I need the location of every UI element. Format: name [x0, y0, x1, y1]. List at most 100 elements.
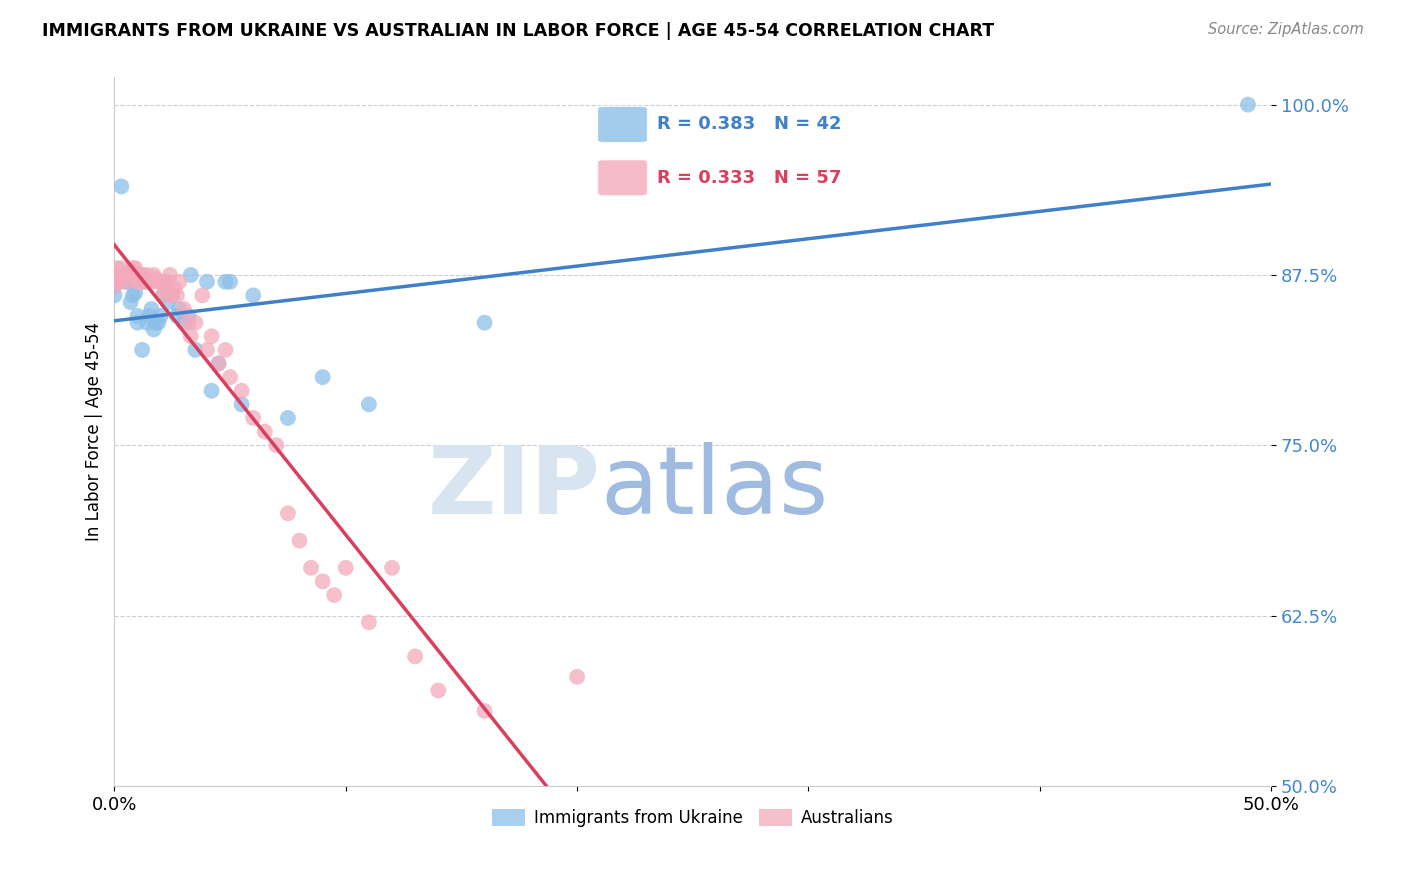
Point — [148, 316, 170, 330]
Point — [195, 275, 218, 289]
Point — [474, 316, 496, 330]
Point — [122, 261, 145, 276]
Point — [141, 301, 163, 316]
Point — [335, 561, 357, 575]
Point — [138, 275, 160, 289]
Point — [214, 343, 236, 357]
Point — [166, 309, 188, 323]
Point — [163, 282, 186, 296]
Point — [191, 288, 214, 302]
Point — [131, 268, 153, 282]
Point — [117, 268, 139, 282]
Point — [253, 425, 276, 439]
Point — [173, 301, 195, 316]
Point — [120, 295, 142, 310]
Point — [128, 268, 150, 282]
Point — [207, 357, 229, 371]
Point — [145, 272, 167, 286]
Point — [177, 316, 200, 330]
Point — [110, 179, 132, 194]
Point — [110, 261, 132, 276]
Point — [142, 268, 165, 282]
Point — [195, 343, 218, 357]
Point — [127, 309, 149, 323]
Point — [242, 288, 264, 302]
Point — [200, 329, 222, 343]
Point — [149, 275, 172, 289]
Point — [141, 275, 163, 289]
Point — [155, 282, 177, 296]
Point — [127, 316, 149, 330]
Point — [1237, 97, 1260, 112]
Point — [357, 615, 380, 630]
Point — [173, 316, 195, 330]
Point — [166, 288, 188, 302]
Point — [138, 309, 160, 323]
Point — [184, 316, 207, 330]
Point — [152, 288, 174, 302]
Point — [145, 316, 167, 330]
Point — [103, 278, 125, 293]
Point — [167, 301, 190, 316]
Point — [299, 561, 322, 575]
Point — [266, 438, 288, 452]
Point — [357, 397, 380, 411]
Point — [134, 275, 156, 289]
Point — [427, 683, 450, 698]
Point — [105, 261, 128, 276]
Point — [134, 275, 156, 289]
Point — [219, 370, 242, 384]
Point — [112, 268, 135, 282]
Point — [162, 288, 184, 302]
Point — [219, 275, 242, 289]
Point — [135, 268, 157, 282]
Point — [135, 316, 157, 330]
Point — [124, 261, 146, 276]
Point — [180, 268, 202, 282]
Point — [311, 574, 333, 589]
Point — [159, 268, 181, 282]
Point — [148, 275, 170, 289]
Point — [124, 285, 146, 300]
Point — [103, 275, 125, 289]
Point — [156, 275, 179, 289]
Point — [207, 357, 229, 371]
Y-axis label: In Labor Force | Age 45-54: In Labor Force | Age 45-54 — [86, 322, 103, 541]
Point — [115, 275, 138, 289]
Point — [152, 288, 174, 302]
Legend: Immigrants from Ukraine, Australians: Immigrants from Ukraine, Australians — [485, 803, 900, 834]
Point — [288, 533, 311, 548]
Point — [404, 649, 426, 664]
Point — [200, 384, 222, 398]
Text: atlas: atlas — [600, 442, 828, 534]
Point — [128, 275, 150, 289]
Point — [323, 588, 346, 602]
Point — [103, 278, 125, 293]
Point — [122, 288, 145, 302]
Point — [131, 343, 153, 357]
Text: Source: ZipAtlas.com: Source: ZipAtlas.com — [1208, 22, 1364, 37]
Point — [474, 704, 496, 718]
Point — [149, 309, 172, 323]
Point — [180, 329, 202, 343]
Point — [214, 275, 236, 289]
Point — [103, 268, 125, 282]
Point — [277, 411, 299, 425]
Point — [156, 295, 179, 310]
Point — [167, 275, 190, 289]
Point — [142, 322, 165, 336]
Point — [242, 411, 264, 425]
Point — [381, 561, 404, 575]
Point — [155, 275, 177, 289]
Point — [108, 275, 131, 289]
Point — [177, 309, 200, 323]
Point — [127, 275, 149, 289]
Text: ZIP: ZIP — [427, 442, 600, 534]
Point — [120, 264, 142, 278]
Point — [311, 370, 333, 384]
Point — [184, 343, 207, 357]
Point — [231, 397, 253, 411]
Point — [231, 384, 253, 398]
Point — [103, 288, 125, 302]
Text: IMMIGRANTS FROM UKRAINE VS AUSTRALIAN IN LABOR FORCE | AGE 45-54 CORRELATION CHA: IMMIGRANTS FROM UKRAINE VS AUSTRALIAN IN… — [42, 22, 994, 40]
